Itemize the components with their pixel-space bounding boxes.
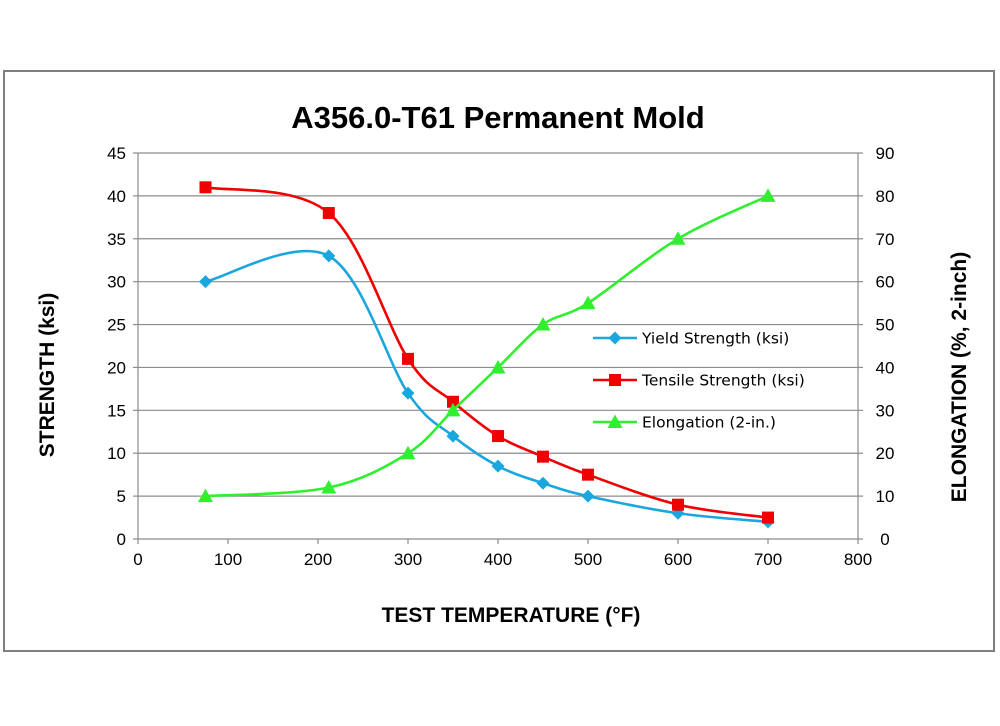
y2-tick-label: 50 <box>876 316 895 335</box>
tensile-strength-point <box>672 498 684 511</box>
y2-tick-label: 10 <box>876 487 895 506</box>
chart-frame: 0 100 200 300 400 500 600 700 800 0 5 10 15 20 25 30 35 4… <box>3 70 995 652</box>
tensile-strength-point <box>199 181 212 194</box>
x-axis-title: TEST TEMPERATURE (°F) <box>382 604 641 627</box>
yield-strength-point <box>491 459 505 473</box>
legend-label-elongation: Elongation (2-in.) <box>642 414 776 432</box>
tensile-strength-point <box>492 430 504 443</box>
elongation-point <box>445 402 461 417</box>
y-tick-label: 35 <box>107 230 126 249</box>
elongation-point <box>321 480 337 494</box>
x-tick-label: 300 <box>394 550 422 569</box>
legend-marker-tensile-strength <box>609 374 621 386</box>
x-tick-label: 0 <box>133 550 142 569</box>
elongation-point <box>400 445 416 460</box>
y-tick-label: 25 <box>107 316 126 335</box>
chart-title: A356.0-T61 Permanent Mold <box>291 100 704 135</box>
yield-strength-point <box>401 386 415 400</box>
tensile-strength-point <box>537 450 549 463</box>
grid-layer <box>138 152 858 497</box>
tensile-strength-point <box>447 395 459 408</box>
y2-tick-label: 0 <box>880 530 889 549</box>
y-tick-label: 0 <box>117 530 126 549</box>
y-tick-label: 40 <box>107 187 126 206</box>
legend-label-tensile-strength: Tensile Strength (ksi) <box>641 372 805 390</box>
elongation-point <box>198 488 213 503</box>
tensile-strength-point <box>322 207 335 220</box>
y-tick-label: 20 <box>107 358 126 377</box>
chart-svg: 0 100 200 300 400 500 600 700 800051015202530354… <box>36 100 971 627</box>
x-tick-label: 800 <box>844 550 872 569</box>
x-tick-label: 200 <box>304 550 332 569</box>
y-tick-label: 5 <box>117 487 126 506</box>
yield-strength-point <box>581 489 595 503</box>
yield-strength-point <box>536 476 550 490</box>
y2-tick-label: 80 <box>876 187 895 206</box>
elongation-point <box>760 188 776 202</box>
legend-label-yield-strength: Yield Strength (ksi) <box>641 330 789 348</box>
y2-tick-label: 30 <box>876 401 895 420</box>
y2-tick-label: 20 <box>876 444 895 463</box>
yield-strength-point <box>446 429 460 443</box>
tensile-strength-point <box>582 468 594 481</box>
y-tick-label: 45 <box>107 144 126 163</box>
tensile-strength-point <box>402 352 414 365</box>
y-tick-label: 10 <box>107 444 126 463</box>
x-tick-label: 700 <box>754 550 782 569</box>
x-tick-label: 400 <box>484 550 512 569</box>
elongation-point <box>670 231 686 245</box>
tensile-strength-point <box>762 511 774 524</box>
y2-tick-label: 90 <box>876 144 895 163</box>
x-tick-label: 500 <box>574 550 602 569</box>
x-tick-label: 600 <box>664 550 692 569</box>
y2-tick-label: 70 <box>876 230 895 249</box>
legend: Yield Strength (ksi) Tensile Strength (ks… <box>593 330 805 432</box>
x-tick-label: 100 <box>214 550 242 569</box>
elongation-point <box>535 317 551 331</box>
y2-axis-title: ELONGATION (%, 2-inch) <box>948 252 971 502</box>
axes-layer: 0 100 200 300 400 500 600 700 800051015202530354… <box>107 144 894 569</box>
legend-marker-elongation <box>607 414 623 428</box>
y-tick-label: 30 <box>107 273 126 292</box>
y2-tick-label: 60 <box>876 273 895 292</box>
series-layer <box>198 181 776 529</box>
elongation-point <box>580 295 596 310</box>
elongation-point <box>490 359 506 374</box>
yield-strength-point <box>322 249 336 263</box>
yield-strength-line <box>205 249 769 524</box>
y-tick-label: 15 <box>107 401 126 420</box>
y2-tick-label: 40 <box>876 358 895 377</box>
legend-marker-yield-strength <box>608 331 622 345</box>
yield-strength-point <box>199 275 212 289</box>
y-axis-title: STRENGTH (ksi) <box>36 293 59 458</box>
